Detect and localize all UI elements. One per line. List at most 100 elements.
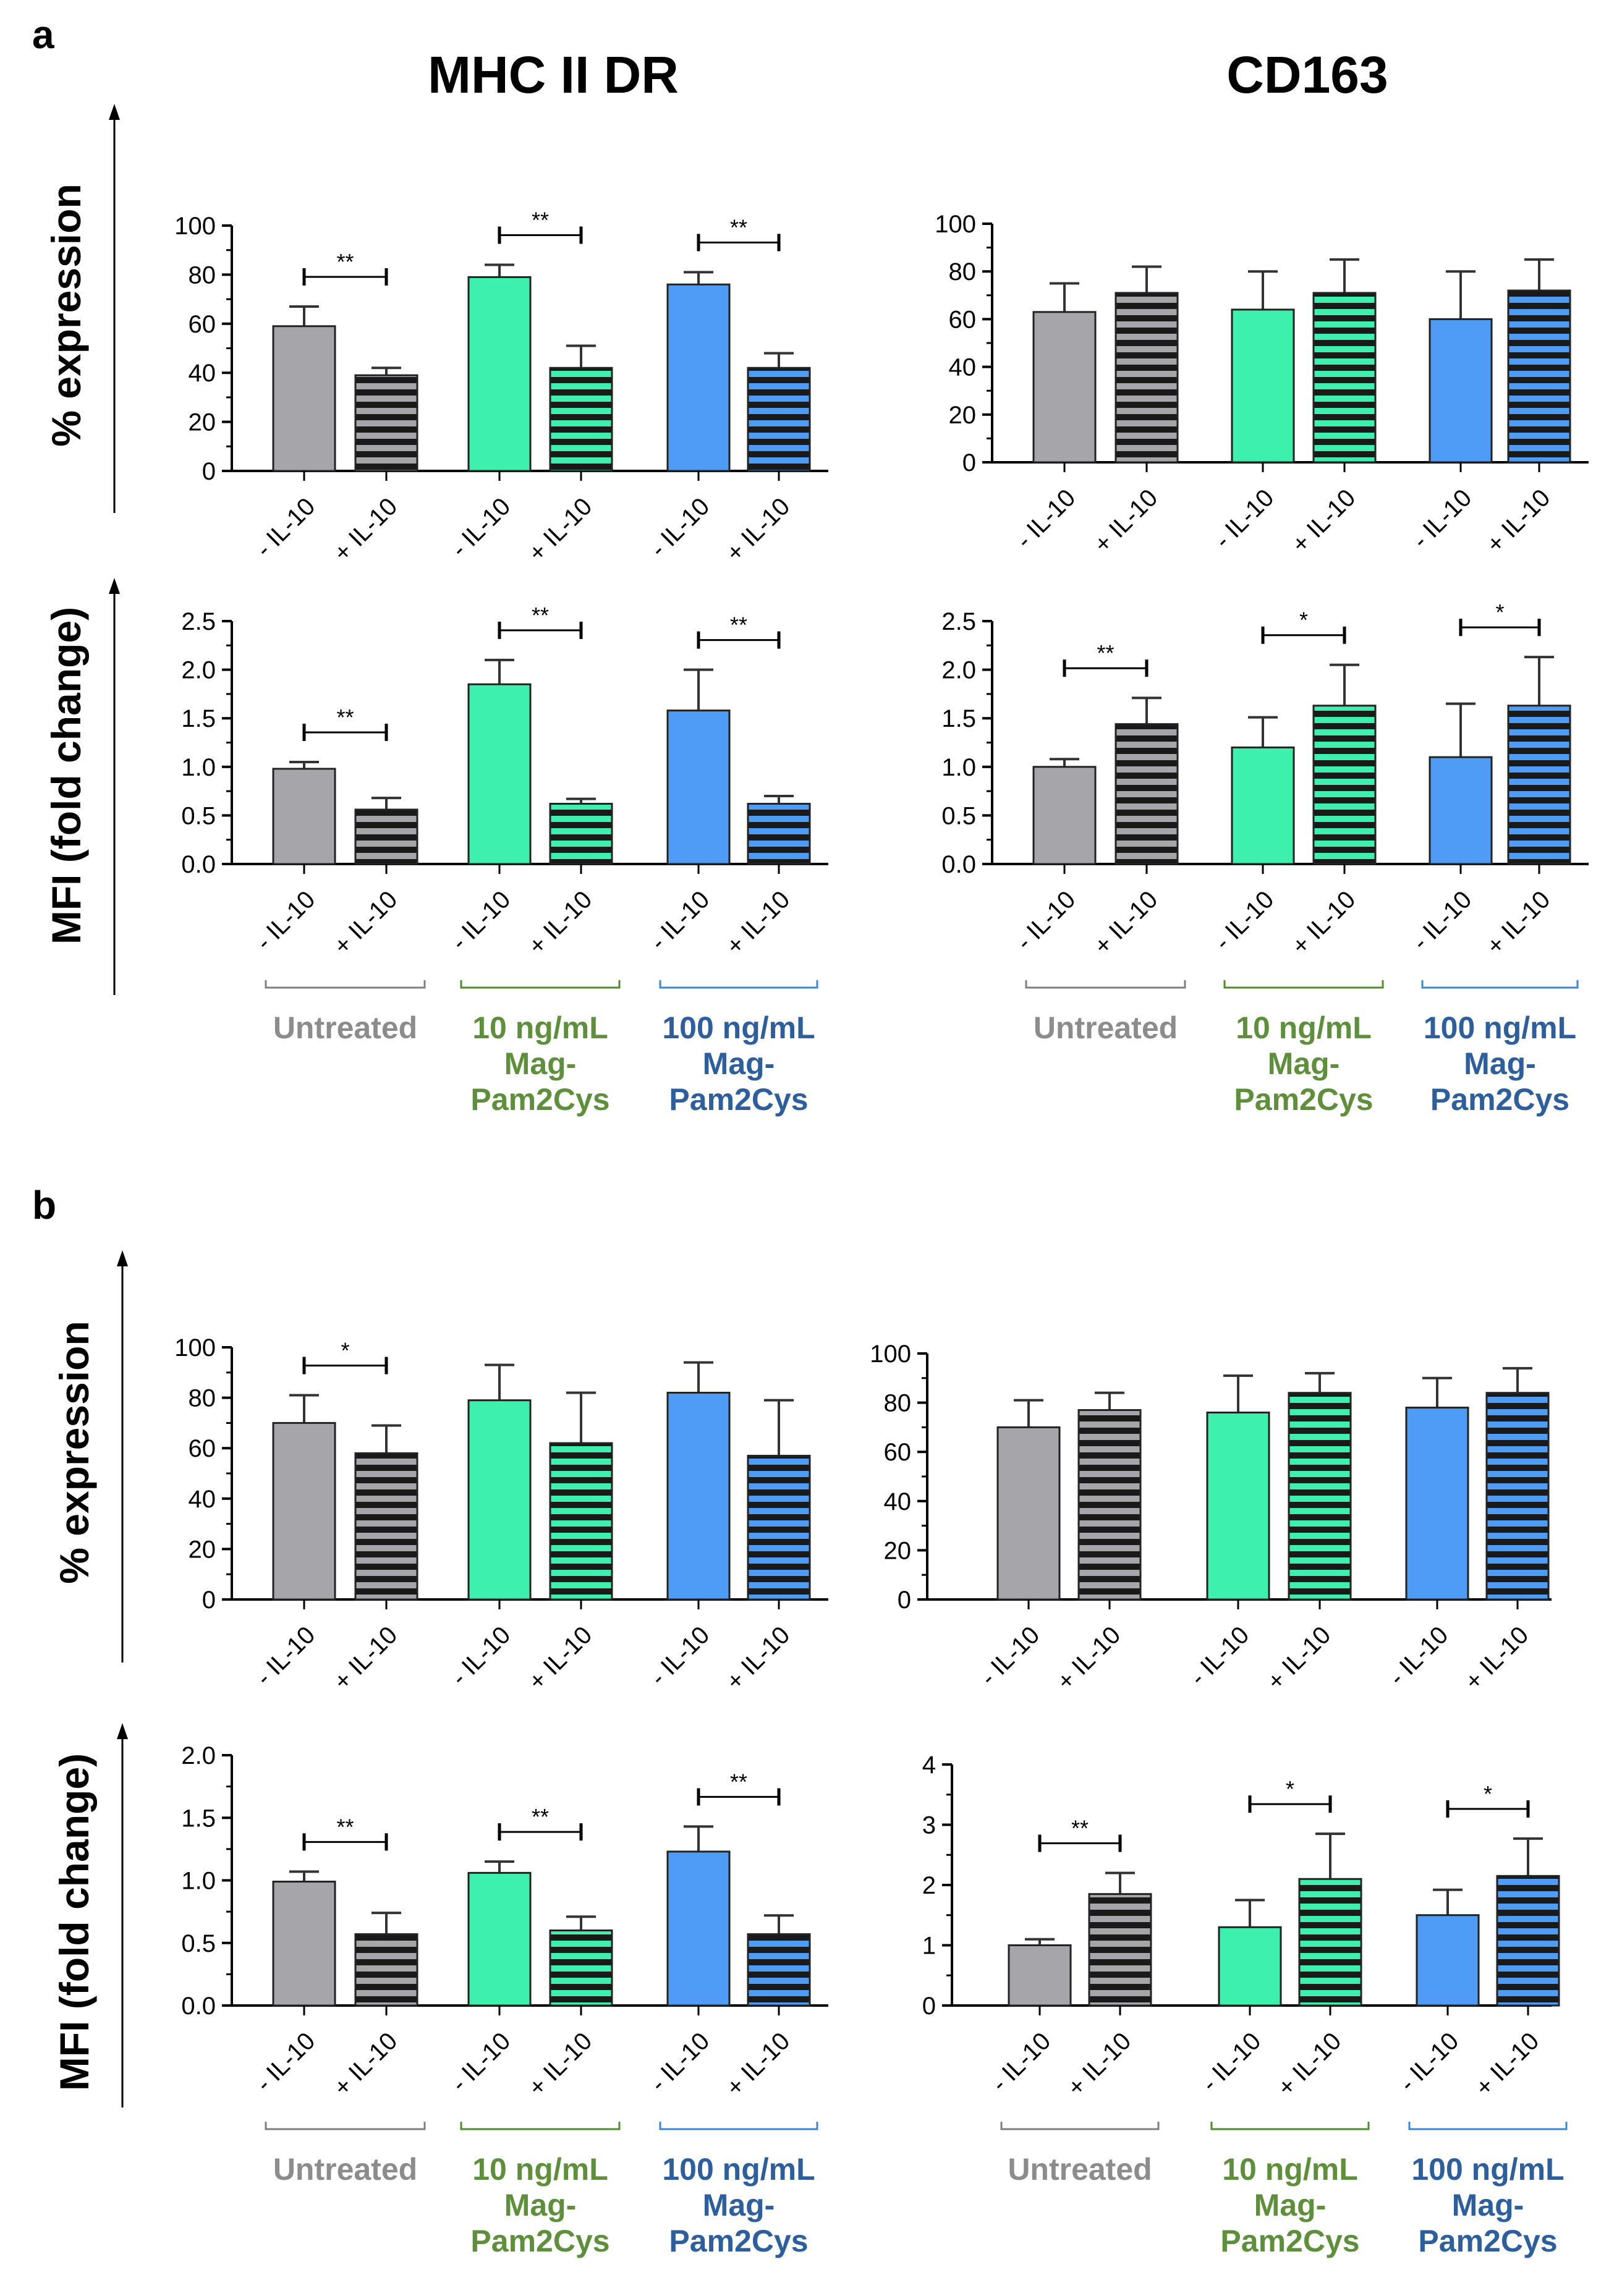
- x-condition-label: + IL-10: [1051, 1621, 1126, 1695]
- group-label-mag10: 10 ng/mL: [472, 2152, 608, 2187]
- bar-mag10-plus-il10: [549, 803, 613, 865]
- bar-mag100-plus-il10: [747, 366, 811, 472]
- y-tick-label: 60: [189, 1435, 216, 1462]
- group-label-mag100: Pam2Cys: [669, 2224, 808, 2258]
- y-tick-label: 0.5: [941, 802, 976, 829]
- x-condition-label: - IL-10: [1408, 484, 1477, 554]
- y-tick-label: 40: [884, 1488, 912, 1515]
- x-condition-label: + IL-10: [1470, 2027, 1544, 2101]
- bar-mag10-plus-il10: [1312, 705, 1377, 865]
- bar-mag100-minus-il10: [1429, 318, 1493, 464]
- significance-label: **: [336, 705, 354, 730]
- significance-label: *: [1484, 1781, 1492, 1807]
- group-bracket-mag10: [460, 980, 621, 989]
- bar-mag100-minus-il10: [1416, 1914, 1480, 2007]
- y-tick-label: 2.0: [181, 1742, 216, 1769]
- x-condition-label: - IL-10: [446, 886, 516, 955]
- significance-label: **: [730, 612, 747, 638]
- group-label-mag10: Pam2Cys: [1220, 2224, 1359, 2258]
- group-label-mag100: 100 ng/mL: [662, 1010, 815, 1045]
- x-condition-label: + IL-10: [721, 1621, 795, 1695]
- y-tick-label: 20: [189, 409, 216, 436]
- bar-untreated-plus-il10: [1077, 1409, 1142, 1601]
- x-condition-label: - IL-10: [1395, 2027, 1464, 2097]
- group-label-mag100: Mag-: [1464, 1046, 1536, 1081]
- bar-mag10-minus-il10: [467, 1871, 532, 2007]
- group-bracket-untreated: [265, 2122, 426, 2130]
- x-condition-label: + IL-10: [1481, 886, 1555, 960]
- x-condition-label: - IL-10: [251, 1621, 321, 1691]
- x-condition-label: + IL-10: [1062, 2027, 1136, 2101]
- y-tick-label: 100: [935, 211, 976, 238]
- y-tick-label: 1.5: [181, 1805, 216, 1832]
- x-condition-label: - IL-10: [1210, 484, 1280, 554]
- group-bracket-mag10: [1210, 2122, 1370, 2130]
- significance-label: *: [1299, 608, 1308, 633]
- bar-mag100-plus-il10: [747, 1454, 811, 1601]
- significance-label: **: [730, 1769, 747, 1794]
- significance-label: **: [730, 214, 747, 240]
- y-tick-label: 0.5: [181, 1930, 216, 1957]
- y-tick-label: 80: [189, 1385, 216, 1412]
- group-label-mag10: 10 ng/mL: [1236, 1010, 1371, 1045]
- x-condition-label: - IL-10: [1197, 2027, 1267, 2097]
- x-condition-label: + IL-10: [523, 493, 597, 567]
- group-label-mag100: Mag-: [703, 1046, 775, 1081]
- bar-untreated-plus-il10: [354, 374, 418, 472]
- bar-mag100-plus-il10: [1507, 289, 1571, 464]
- group-label-mag100: Pam2Cys: [1418, 2224, 1557, 2258]
- group-label-mag10: Mag-: [504, 1046, 577, 1081]
- x-condition-label: - IL-10: [645, 493, 715, 562]
- bar-untreated-plus-il10: [1088, 1893, 1152, 2007]
- x-condition-label: + IL-10: [721, 493, 795, 567]
- group-label-mag100: Pam2Cys: [669, 1082, 808, 1117]
- y-tick-label: 0.5: [181, 802, 216, 829]
- x-condition-label: + IL-10: [328, 493, 402, 567]
- significance-label: *: [341, 1338, 349, 1363]
- x-condition-label: - IL-10: [645, 886, 715, 955]
- significance-label: **: [1071, 1816, 1089, 1841]
- bar-mag10-plus-il10: [549, 1930, 613, 2007]
- group-label-untreated: Untreated: [273, 1010, 417, 1045]
- x-condition-label: + IL-10: [721, 886, 795, 960]
- y-tick-label: 40: [189, 1486, 216, 1513]
- chart-3: 0.00.51.01.52.02.5- IL-10 + IL-10- IL-10 +…: [941, 599, 1589, 1117]
- y-tick-label: 20: [189, 1536, 216, 1563]
- x-condition-label: + IL-10: [1272, 2027, 1346, 2101]
- significance-label: **: [532, 1804, 549, 1829]
- y-tick-label: 20: [884, 1537, 912, 1564]
- group-label-mag100: Mag-: [1452, 2188, 1524, 2222]
- group-label-mag10: Mag-: [1268, 1046, 1340, 1081]
- bar-mag100-minus-il10: [666, 1850, 731, 2007]
- bar-untreated-minus-il10: [272, 1421, 336, 1601]
- x-condition-label: + IL-10: [1481, 484, 1555, 558]
- column-title-cd163: CD163: [1226, 46, 1388, 104]
- group-bracket-mag100: [1408, 2122, 1568, 2130]
- y-tick-label: 2.0: [181, 657, 216, 684]
- y-tick-label: 1.0: [941, 754, 976, 781]
- bar-mag100-plus-il10: [747, 1933, 811, 2007]
- y-tick-label: 1.5: [941, 705, 976, 732]
- bar-mag10-plus-il10: [1312, 292, 1377, 464]
- column-title-mhc-ii-dr: MHC II DR: [428, 46, 679, 104]
- ylabel-b-mfi: MFI (fold change): [51, 1753, 97, 2091]
- bar-untreated-minus-il10: [996, 1426, 1061, 1601]
- significance-label: **: [1097, 640, 1114, 666]
- x-condition-label: - IL-10: [1185, 1621, 1255, 1691]
- group-bracket-mag10: [460, 2122, 621, 2130]
- bar-mag100-minus-il10: [666, 710, 731, 865]
- significance-label: **: [532, 603, 549, 628]
- x-condition-label: - IL-10: [446, 493, 516, 562]
- panel-letter-a: a: [32, 12, 54, 57]
- bar-mag100-minus-il10: [666, 1391, 731, 1601]
- y-tick-label: 0.0: [941, 851, 976, 878]
- x-condition-label: - IL-10: [1384, 1621, 1454, 1691]
- bar-untreated-minus-il10: [272, 325, 336, 472]
- bar-mag10-minus-il10: [1218, 1926, 1282, 2007]
- x-condition-label: + IL-10: [523, 2027, 597, 2101]
